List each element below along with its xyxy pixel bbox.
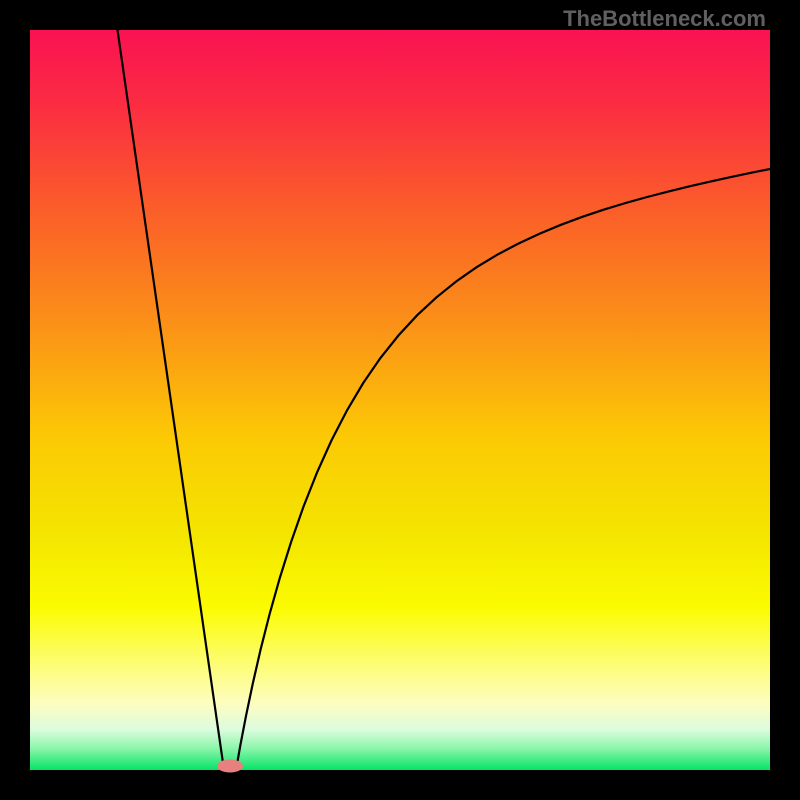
optimal-point-marker — [217, 760, 243, 773]
watermark-text: TheBottleneck.com — [563, 6, 766, 32]
chart-container: TheBottleneck.com — [0, 0, 800, 800]
curve-layer — [0, 0, 800, 800]
left-descending-line — [118, 30, 225, 770]
right-recovery-curve — [236, 169, 770, 770]
